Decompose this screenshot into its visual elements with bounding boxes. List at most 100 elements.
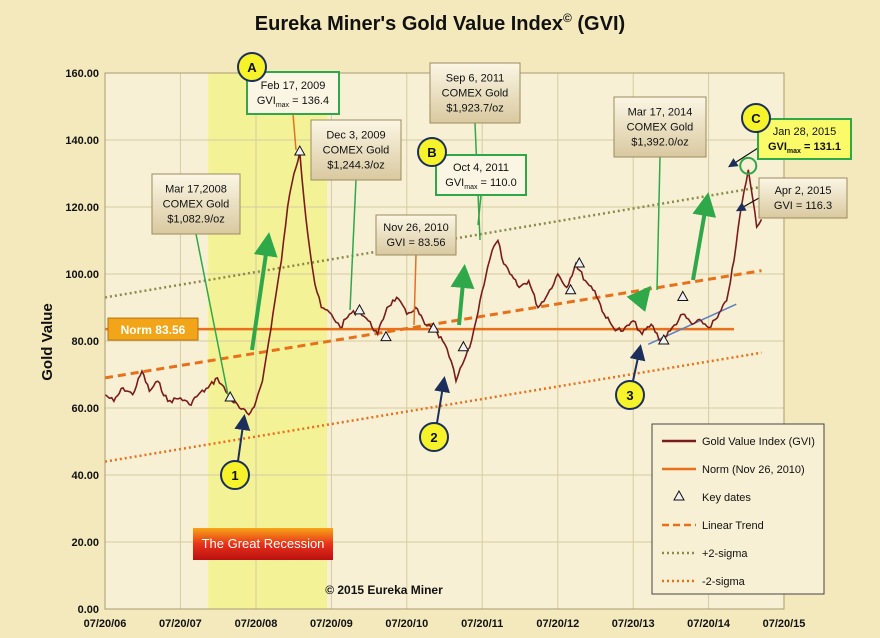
annotation-box bbox=[435, 154, 527, 196]
key-date-marker bbox=[457, 340, 470, 352]
annotation-text: $1,923.7/oz bbox=[446, 103, 504, 115]
marker-arrow bbox=[434, 376, 450, 424]
marker-label: 1 bbox=[231, 468, 238, 483]
marker-circle bbox=[615, 380, 645, 410]
annotation-text: Mar 17, 2014 bbox=[628, 107, 693, 119]
y-tick-label: 40.00 bbox=[71, 470, 99, 482]
recession-label-box bbox=[193, 528, 333, 560]
marker-circle bbox=[419, 422, 449, 452]
annotation-box bbox=[151, 173, 241, 235]
y-tick-label: 60.00 bbox=[71, 403, 99, 415]
x-tick-label: 07/20/06 bbox=[84, 618, 127, 630]
callout-arrow-c bbox=[727, 147, 759, 168]
annotation-box bbox=[429, 62, 521, 124]
annotation-text: Jan 28, 2015 bbox=[773, 126, 837, 138]
annotation-box bbox=[757, 118, 852, 160]
x-tick-label: 07/20/07 bbox=[159, 618, 202, 630]
y-axis-label: Gold Value bbox=[39, 303, 56, 381]
annotation-text: GVI = 83.56 bbox=[386, 237, 445, 249]
marker-arrow bbox=[629, 344, 646, 382]
annotation-box bbox=[246, 71, 340, 115]
recession-label: The Great Recession bbox=[202, 536, 325, 551]
y-tick-label: 100.00 bbox=[65, 269, 99, 281]
annotation-text: Dec 3, 2009 bbox=[326, 130, 385, 142]
key-date-marker bbox=[293, 145, 306, 156]
annotation-text: $1,244.3/oz bbox=[327, 160, 385, 172]
marker-circle bbox=[220, 460, 250, 490]
legend-swatch bbox=[673, 489, 685, 501]
y-tick-label: 80.00 bbox=[71, 336, 99, 348]
annotation-text: Oct 4, 2011 bbox=[453, 162, 509, 174]
annotation-text: COMEX Gold bbox=[323, 145, 390, 157]
key-dates bbox=[224, 145, 689, 402]
key-date-marker bbox=[224, 390, 237, 402]
legend-label: +2-sigma bbox=[702, 548, 748, 560]
x-tick-label: 07/20/11 bbox=[461, 618, 503, 630]
momentum-arrow bbox=[250, 232, 278, 351]
plus-2-sigma-line bbox=[104, 185, 762, 299]
legend-label: -2-sigma bbox=[702, 576, 746, 588]
legend-label: Linear Trend bbox=[702, 520, 764, 532]
axes: 0.00 20.00 40.00 60.00 80.00 100.00 120.00 140.… bbox=[65, 68, 805, 630]
marker-label: 3 bbox=[626, 388, 633, 403]
annotation-text: Mar 17,2008 bbox=[165, 184, 227, 196]
marker-circle bbox=[237, 52, 267, 82]
annotation-leader bbox=[195, 233, 229, 396]
annotations: The Great Recession Mar 17,2008 COMEX Gold… bbox=[151, 52, 852, 560]
marker-circle bbox=[417, 137, 447, 167]
y-tick-label: 160.00 bbox=[65, 68, 99, 80]
annotation-text: Nov 26, 2010 bbox=[383, 222, 448, 234]
legend: Gold Value Index (GVI) Norm (Nov 26, 2010… bbox=[651, 423, 825, 595]
minus-2-sigma-line bbox=[104, 351, 762, 463]
x-tick-label: 07/20/14 bbox=[687, 618, 731, 630]
key-date-marker bbox=[657, 333, 670, 345]
x-tick-label: 07/20/12 bbox=[536, 618, 579, 630]
key-date-marker bbox=[427, 322, 440, 333]
annotation-leader bbox=[477, 194, 482, 226]
y-tick-label: 140.00 bbox=[65, 135, 99, 147]
norm-label: Norm 83.56 bbox=[121, 323, 186, 337]
y-tick-label: 120.00 bbox=[65, 202, 99, 214]
annotation-text: GVI = 116.3 bbox=[774, 200, 832, 212]
annotation-box bbox=[310, 119, 402, 181]
norm-label-box bbox=[107, 317, 199, 341]
x-tick-label: 07/20/09 bbox=[310, 618, 353, 630]
marker-label: A bbox=[247, 60, 257, 75]
annotation-gvimax: GVImax = 131.1 bbox=[768, 141, 841, 155]
peak-highlight-circle bbox=[739, 156, 758, 175]
annotation-gvimax: GVImax = 110.0 bbox=[445, 177, 516, 191]
annotation-box bbox=[613, 96, 707, 158]
key-date-marker bbox=[564, 283, 577, 295]
key-date-marker bbox=[676, 290, 689, 301]
marker-label: C bbox=[751, 111, 761, 126]
key-date-marker bbox=[573, 256, 586, 268]
legend-label: Gold Value Index (GVI) bbox=[702, 436, 815, 448]
copyright-text: © 2015 Eureka Miner bbox=[325, 583, 443, 597]
annotation-leader bbox=[349, 179, 357, 311]
x-tick-label: 07/20/10 bbox=[385, 618, 428, 630]
legend-label: Norm (Nov 26, 2010) bbox=[702, 464, 805, 476]
annotation-arrows bbox=[195, 113, 760, 462]
annotation-gvimax: GVImax = 136.4 bbox=[257, 95, 329, 109]
chart-title: Eureka Miner's Gold Value Index© (GVI) bbox=[255, 11, 625, 35]
annotation-text: $1,392.0/oz bbox=[631, 137, 689, 149]
callout-arrow-apr bbox=[735, 197, 760, 212]
legend-box bbox=[651, 423, 825, 595]
key-date-marker bbox=[353, 303, 366, 315]
legend-label: Key dates bbox=[702, 492, 751, 504]
marker-circle bbox=[741, 103, 771, 133]
y-tick-label: 0.00 bbox=[78, 604, 99, 616]
annotation-leader bbox=[413, 254, 417, 326]
annotation-text: COMEX Gold bbox=[627, 122, 694, 134]
x-tick-label: 07/20/15 bbox=[763, 618, 806, 630]
x-tick-label: 07/20/08 bbox=[235, 618, 278, 630]
marker-label: 2 bbox=[430, 430, 437, 445]
annotation-text: Sep 6, 2011 bbox=[446, 73, 505, 85]
annotation-text: COMEX Gold bbox=[442, 88, 509, 100]
annotation-box bbox=[375, 214, 457, 256]
momentum-arrow bbox=[626, 285, 652, 312]
y-tick-label: 20.00 bbox=[71, 537, 99, 549]
annotation-leader bbox=[292, 113, 297, 151]
